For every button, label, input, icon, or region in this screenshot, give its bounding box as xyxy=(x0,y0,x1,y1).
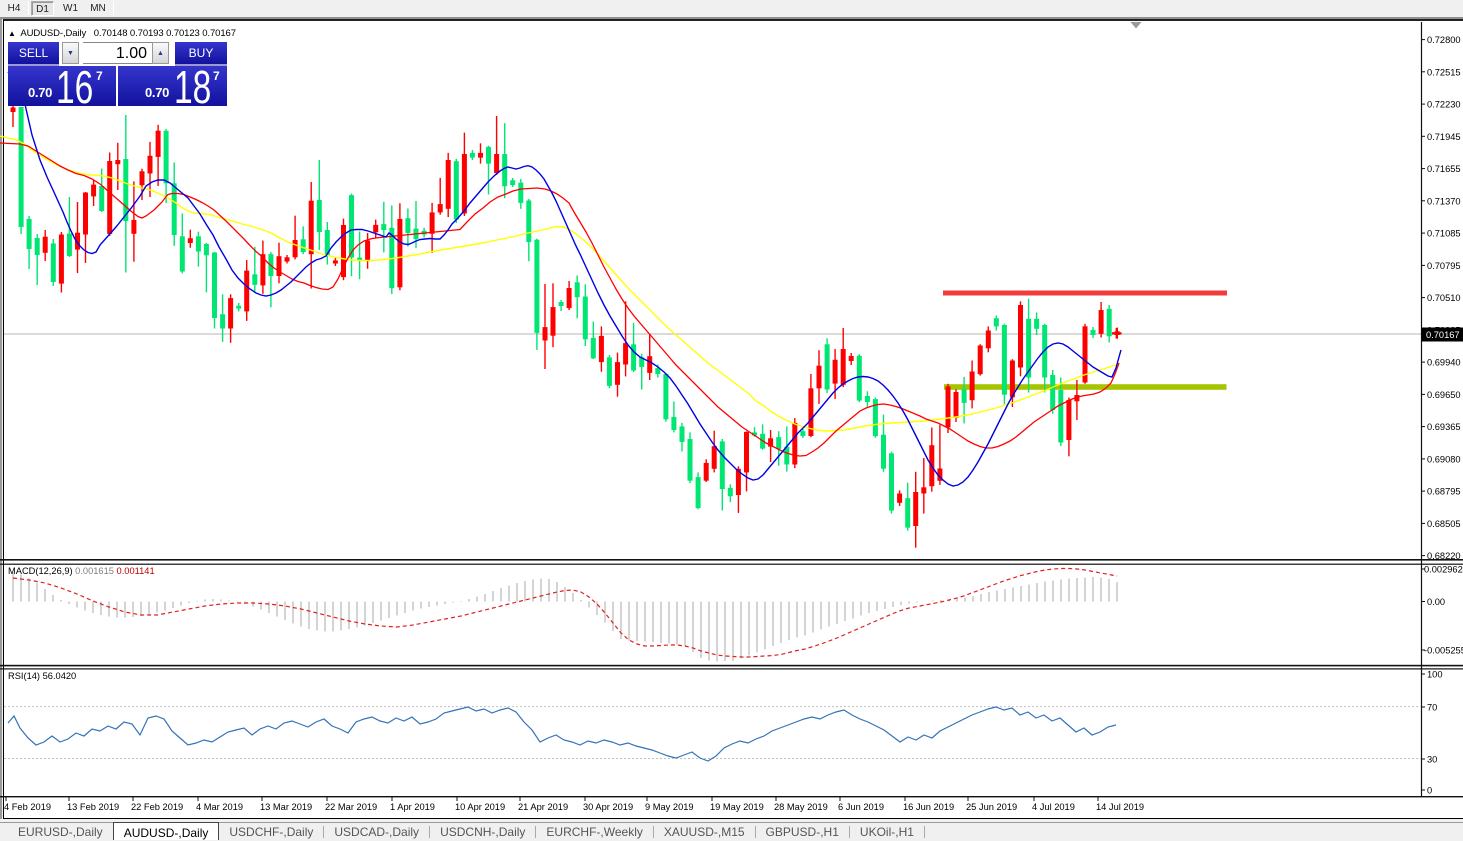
svg-text:16 Jun 2019: 16 Jun 2019 xyxy=(903,802,954,812)
svg-text:0.71085: 0.71085 xyxy=(1427,229,1461,239)
svg-text:28 May 2019: 28 May 2019 xyxy=(774,802,828,812)
svg-text:0.69080: 0.69080 xyxy=(1427,454,1461,464)
svg-text:0.002962: 0.002962 xyxy=(1424,565,1463,575)
svg-text:100: 100 xyxy=(1427,670,1443,680)
svg-text:0: 0 xyxy=(1427,786,1432,796)
svg-text:25 Jun 2019: 25 Jun 2019 xyxy=(966,802,1017,812)
svg-text:4 Mar 2019: 4 Mar 2019 xyxy=(196,802,243,812)
svg-text:4 Feb 2019: 4 Feb 2019 xyxy=(4,802,51,812)
svg-text:0.71370: 0.71370 xyxy=(1427,196,1461,206)
svg-text:0.72800: 0.72800 xyxy=(1427,35,1461,45)
svg-text:22 Feb 2019: 22 Feb 2019 xyxy=(131,802,183,812)
svg-text:70: 70 xyxy=(1427,703,1437,713)
svg-text:10 Apr 2019: 10 Apr 2019 xyxy=(455,802,505,812)
svg-text:0.71945: 0.71945 xyxy=(1427,132,1461,142)
svg-text:30: 30 xyxy=(1427,755,1437,765)
svg-text:22 Mar 2019: 22 Mar 2019 xyxy=(325,802,377,812)
svg-text:0.70795: 0.70795 xyxy=(1427,261,1461,271)
svg-text:0.70167: 0.70167 xyxy=(1426,330,1460,340)
svg-text:0.00: 0.00 xyxy=(1427,597,1445,607)
svg-text:0.70510: 0.70510 xyxy=(1427,293,1461,303)
svg-text:0.72515: 0.72515 xyxy=(1427,67,1461,77)
svg-text:-0.005255: -0.005255 xyxy=(1424,646,1463,656)
svg-text:30 Apr 2019: 30 Apr 2019 xyxy=(583,802,633,812)
svg-text:13 Feb 2019: 13 Feb 2019 xyxy=(67,802,119,812)
svg-text:6 Jun 2019: 6 Jun 2019 xyxy=(838,802,884,812)
svg-text:0.69940: 0.69940 xyxy=(1427,358,1461,368)
svg-text:13 Mar 2019: 13 Mar 2019 xyxy=(260,802,312,812)
svg-text:0.69365: 0.69365 xyxy=(1427,422,1461,432)
svg-text:0.68220: 0.68220 xyxy=(1427,551,1461,561)
svg-text:0.68795: 0.68795 xyxy=(1427,487,1461,497)
svg-text:21 Apr 2019: 21 Apr 2019 xyxy=(518,802,568,812)
svg-text:RSI(14) 56.0420: RSI(14) 56.0420 xyxy=(8,671,76,681)
svg-text:0.72230: 0.72230 xyxy=(1427,100,1461,110)
svg-text:0.68505: 0.68505 xyxy=(1427,519,1461,529)
svg-text:9 May 2019: 9 May 2019 xyxy=(645,802,694,812)
svg-text:19 May 2019: 19 May 2019 xyxy=(710,802,764,812)
svg-text:14 Jul 2019: 14 Jul 2019 xyxy=(1096,802,1144,812)
svg-text:1 Apr 2019: 1 Apr 2019 xyxy=(390,802,435,812)
svg-text:MACD(12,26,9) 0.001615 0.00114: MACD(12,26,9) 0.001615 0.001141 xyxy=(8,566,155,576)
svg-text:4 Jul 2019: 4 Jul 2019 xyxy=(1032,802,1075,812)
svg-text:0.69650: 0.69650 xyxy=(1427,390,1461,400)
svg-text:0.71655: 0.71655 xyxy=(1427,164,1461,174)
